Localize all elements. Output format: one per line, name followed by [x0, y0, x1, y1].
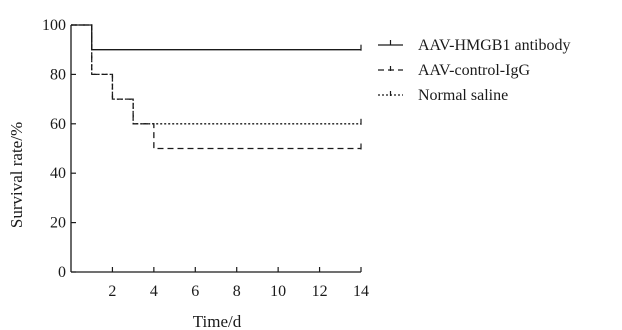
- series-layer: [71, 24, 362, 150]
- x-tick-label: 10: [270, 283, 286, 300]
- x-axis-ticks: 2 4 6 8 10 12 14: [108, 267, 369, 300]
- legend: AAV-HMGB1 antibody AAV-control-IgG Normal …: [378, 37, 570, 104]
- y-tick-label: 80: [50, 66, 66, 83]
- legend-label-1: AAV-HMGB1 antibody: [418, 37, 570, 54]
- x-tick-label: 12: [312, 283, 328, 300]
- series-line-3: [71, 24, 361, 125]
- series-line-2: [71, 24, 361, 150]
- y-axis-ticks: 0 20 40 60 80 100: [42, 17, 76, 281]
- series-line-1: [71, 24, 361, 51]
- y-tick-label: 0: [58, 264, 66, 281]
- y-tick-label: 20: [50, 215, 66, 232]
- x-tick-label: 2: [108, 283, 116, 300]
- y-tick-label: 40: [50, 165, 66, 182]
- legend-label-3: Normal saline: [418, 87, 508, 104]
- y-tick-label: 100: [42, 17, 66, 34]
- chart-axes: [70, 25, 361, 273]
- x-tick-label: 6: [191, 283, 199, 300]
- x-tick-label: 4: [150, 283, 158, 300]
- y-axis-title: Survival rate/%: [7, 122, 26, 228]
- y-tick-label: 60: [50, 116, 66, 133]
- x-tick-label: 8: [233, 283, 241, 300]
- x-tick-label: 14: [353, 283, 369, 300]
- legend-label-2: AAV-control-IgG: [418, 62, 530, 79]
- x-axis-title: Time/d: [193, 312, 242, 330]
